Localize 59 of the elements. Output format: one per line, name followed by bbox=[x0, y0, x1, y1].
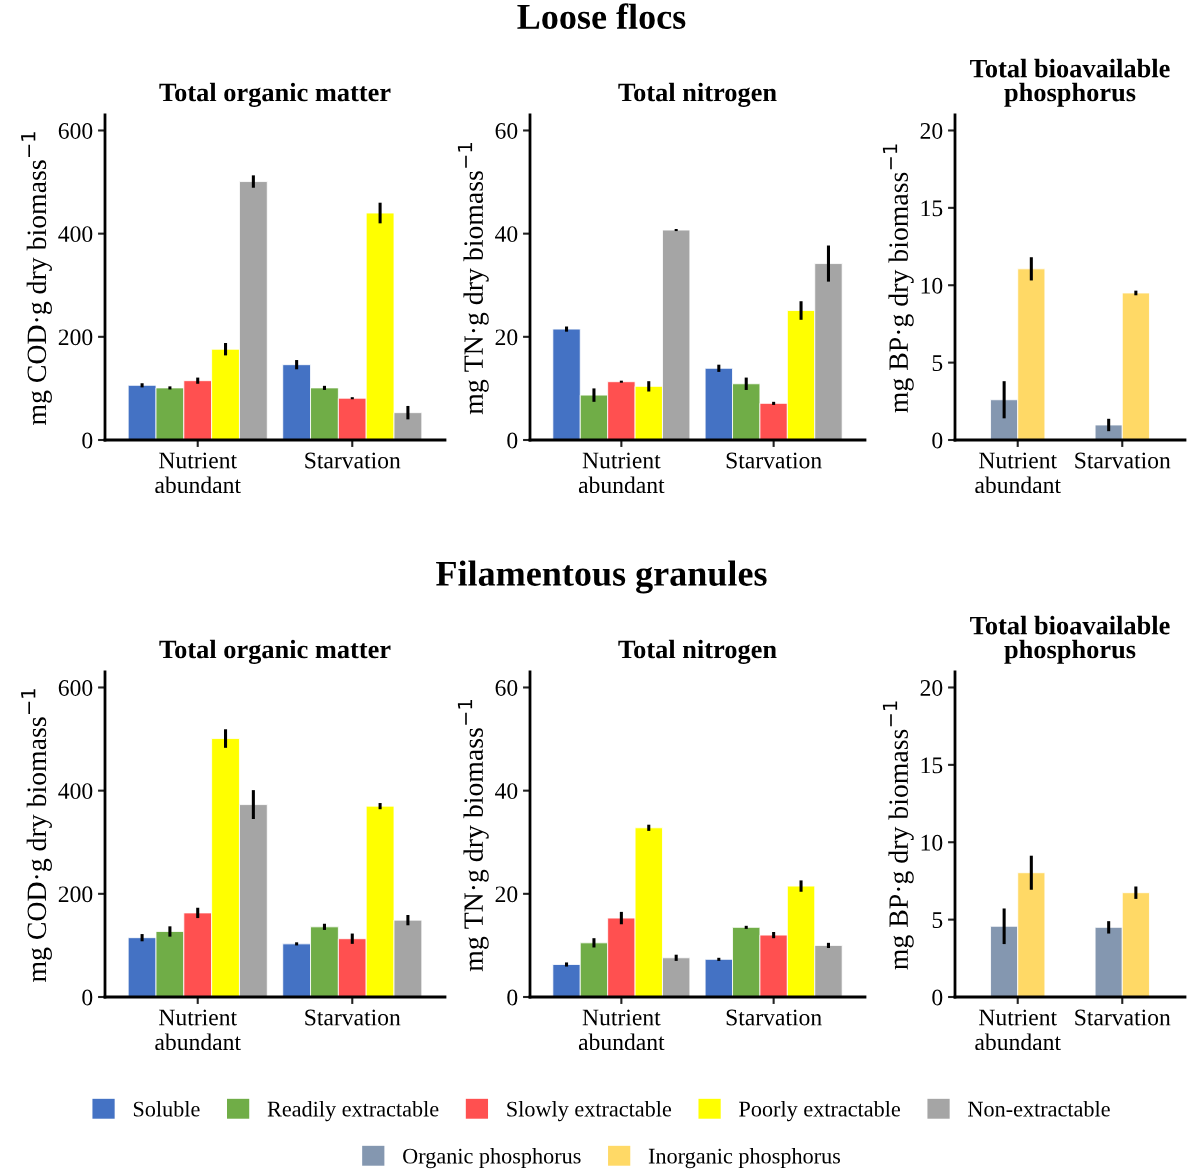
y-axis-title: mg BP·g dry biomass$^{−1}$ bbox=[882, 701, 914, 970]
legend-label: Non-extractable bbox=[968, 1100, 1110, 1117]
y-tick-label: 15 bbox=[921, 757, 943, 774]
chart-title: Total organic matter bbox=[159, 82, 391, 107]
x-tick-label: Nutrient abundant bbox=[578, 1009, 665, 1051]
x-tick-label: Starvation bbox=[305, 452, 401, 469]
x-tick-label: Starvation bbox=[726, 452, 822, 469]
y-tick-label: 0 bbox=[507, 989, 518, 1006]
y-tick-label: 20 bbox=[495, 886, 518, 903]
x-tick-label: Starvation bbox=[1075, 452, 1171, 469]
legend-label: Slowly extractable bbox=[507, 1100, 672, 1122]
y-tick-label: 40 bbox=[495, 783, 518, 800]
x-tick-label: Nutrient abundant bbox=[975, 1009, 1061, 1051]
x-tick-label: Nutrient abundant bbox=[155, 1009, 241, 1051]
y-tick-label: 10 bbox=[921, 834, 943, 851]
y-tick-label: 0 bbox=[507, 432, 518, 449]
y-tick-label: 0 bbox=[82, 989, 93, 1006]
y-tick-label: 20 bbox=[920, 679, 943, 696]
y-tick-label: 60 bbox=[495, 679, 518, 696]
y-tick-label: 20 bbox=[495, 329, 518, 346]
y-tick-label: 0 bbox=[82, 432, 93, 449]
legend-label: Readily extractable bbox=[267, 1100, 439, 1122]
legend-label: Poorly extractable bbox=[739, 1100, 900, 1122]
y-tick-label: 10 bbox=[921, 277, 943, 294]
y-tick-label: 20 bbox=[920, 122, 943, 139]
y-tick-label: 40 bbox=[495, 226, 518, 243]
x-tick-label: Nutrient abundant bbox=[578, 452, 665, 494]
chart-title: Total nitrogen bbox=[618, 639, 777, 664]
y-axis-title: mg TN·g dry biomass$^{−1}$ bbox=[457, 700, 489, 972]
y-tick-label: 60 bbox=[495, 122, 518, 139]
text: Filamentous granules bbox=[436, 560, 767, 594]
y-tick-label: 600 bbox=[58, 679, 93, 696]
x-tick-label: Starvation bbox=[1075, 1009, 1171, 1026]
x-tick-label: Nutrient abundant bbox=[155, 452, 241, 494]
text: Loose flocs bbox=[517, 3, 686, 30]
y-tick-label: 600 bbox=[58, 122, 93, 139]
legend-label: Inorganic phosphorus bbox=[648, 1147, 841, 1169]
y-tick-label: 0 bbox=[932, 989, 943, 1006]
legend-label: Organic phosphorus bbox=[403, 1147, 581, 1169]
y-tick-label: 200 bbox=[58, 329, 93, 346]
y-tick-label: 15 bbox=[921, 200, 943, 217]
y-tick-label: 400 bbox=[58, 226, 93, 243]
legend-label: Soluble bbox=[133, 1100, 200, 1117]
y-tick-label: 5 bbox=[932, 355, 943, 372]
chart-title: Total bioavailable phosphorus bbox=[970, 58, 1170, 107]
y-tick-label: 400 bbox=[58, 783, 93, 800]
x-tick-label: Nutrient abundant bbox=[975, 452, 1061, 494]
y-axis-title: mg COD·g dry biomass$^{−1}$ bbox=[21, 132, 52, 425]
x-tick-label: Starvation bbox=[726, 1009, 822, 1026]
chart-title: Total organic matter bbox=[159, 639, 391, 664]
chart-title: Total bioavailable phosphorus bbox=[970, 615, 1170, 664]
chart-title: Total nitrogen bbox=[618, 82, 777, 107]
y-tick-label: 5 bbox=[932, 912, 943, 929]
y-tick-label: 0 bbox=[932, 432, 943, 449]
y-axis-title: mg COD·g dry biomass$^{−1}$ bbox=[21, 689, 52, 982]
x-tick-label: Starvation bbox=[305, 1009, 401, 1026]
y-axis-title: mg BP·g dry biomass$^{−1}$ bbox=[882, 144, 914, 413]
y-tick-label: 200 bbox=[58, 886, 93, 903]
y-axis-title: mg TN·g dry biomass$^{−1}$ bbox=[457, 143, 489, 415]
